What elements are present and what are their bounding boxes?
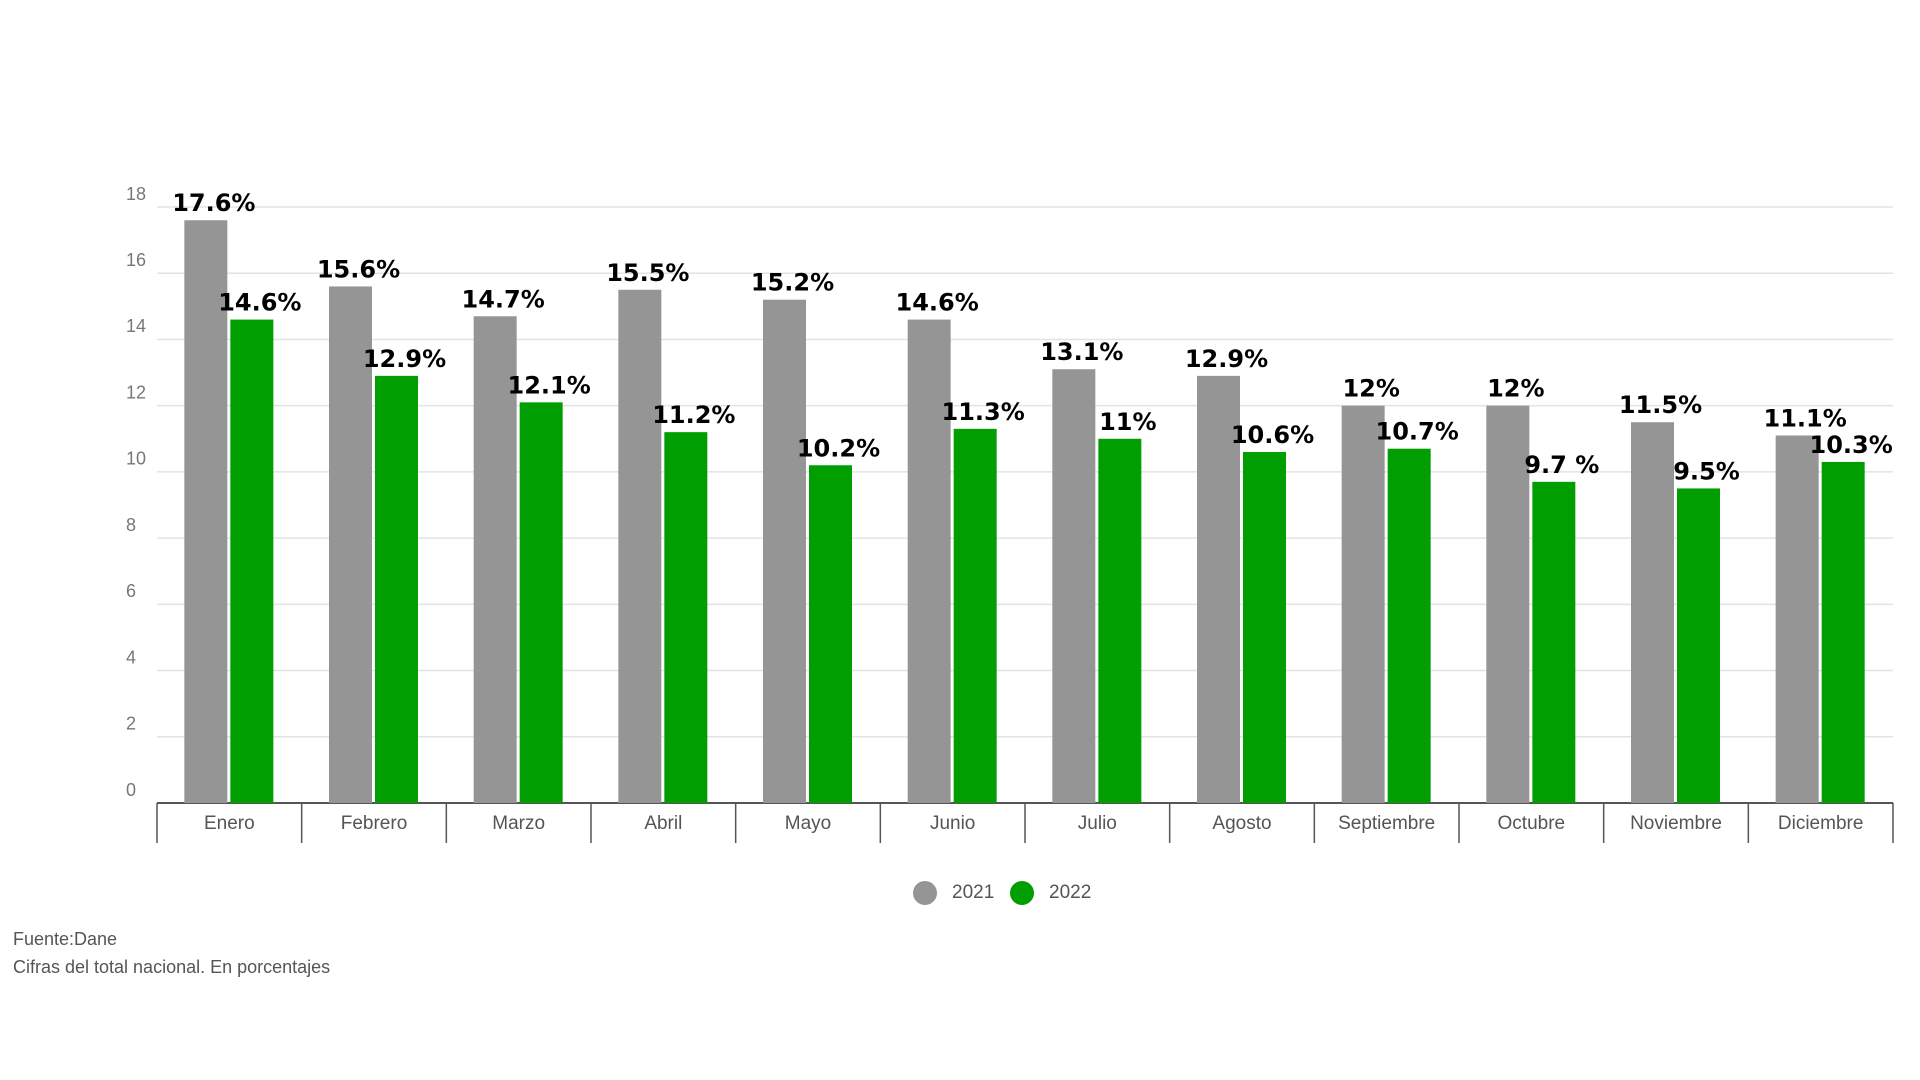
y-tick-label: 18 <box>126 184 146 204</box>
value-label: 13.1% <box>1040 338 1123 366</box>
bar <box>763 299 806 803</box>
value-label: 9.7 % <box>1524 451 1599 479</box>
value-label: 15.2% <box>751 269 834 297</box>
x-tick-label: Julio <box>1078 813 1117 834</box>
legend-marker <box>913 881 937 905</box>
bar <box>1197 375 1240 803</box>
x-tick-label: Agosto <box>1212 813 1271 834</box>
value-label: 11.5% <box>1619 391 1702 419</box>
note: Cifras del total nacional. En porcentaje… <box>13 957 330 977</box>
y-tick-label: 0 <box>126 780 136 800</box>
value-label: 15.5% <box>606 259 689 287</box>
bar <box>664 432 708 803</box>
value-label: 9.5% <box>1673 457 1740 485</box>
y-tick-label: 2 <box>126 714 136 734</box>
source: Fuente:Dane <box>13 929 117 949</box>
x-tick-label: Abril <box>644 813 682 834</box>
bar <box>953 428 997 803</box>
value-label: 14.6% <box>896 289 979 317</box>
x-tick-label: Octubre <box>1498 813 1566 834</box>
value-label: 10.3% <box>1810 431 1893 459</box>
bar <box>1631 422 1674 803</box>
bar <box>1486 405 1530 803</box>
bar <box>1052 369 1096 803</box>
bar <box>375 375 418 803</box>
value-label: 11.3% <box>942 398 1025 426</box>
value-label: 12.9% <box>363 345 446 373</box>
value-label: 11.2% <box>652 401 735 429</box>
value-label: 10.6% <box>1231 421 1314 449</box>
bar <box>1532 481 1576 803</box>
value-label: 12.9% <box>1185 345 1268 373</box>
bar <box>809 465 852 803</box>
x-tick-label: Marzo <box>492 813 545 834</box>
bar <box>618 289 662 803</box>
x-tick-label: Junio <box>930 813 975 834</box>
bar <box>1387 448 1431 803</box>
value-label: 10.7% <box>1376 418 1459 446</box>
bar <box>329 286 372 803</box>
value-label: 10.2% <box>797 434 880 462</box>
value-label: 17.6% <box>172 189 255 217</box>
x-tick-label: Enero <box>204 813 255 834</box>
value-label: 14.6% <box>218 289 301 317</box>
y-tick-label: 16 <box>126 250 146 270</box>
bar <box>1098 438 1142 803</box>
value-label: 12.1% <box>508 371 591 399</box>
y-tick-label: 10 <box>126 449 146 469</box>
bar <box>473 316 517 803</box>
x-tick-label: Mayo <box>785 813 831 834</box>
bar <box>1341 405 1385 803</box>
bar <box>519 402 563 803</box>
y-tick-label: 12 <box>126 382 146 402</box>
x-tick-label: Febrero <box>341 813 408 834</box>
x-tick-label: Septiembre <box>1338 813 1435 834</box>
y-tick-label: 4 <box>126 647 136 667</box>
legend-label: 2021 <box>952 882 994 903</box>
value-label: 12% <box>1342 375 1399 403</box>
bar <box>907 319 951 803</box>
y-tick-label: 8 <box>126 515 136 535</box>
legend-label: 2022 <box>1049 882 1091 903</box>
legend-marker <box>1010 881 1034 905</box>
value-label: 11.1% <box>1764 404 1847 432</box>
bar <box>1243 452 1286 803</box>
value-label: 11% <box>1099 408 1156 436</box>
x-tick-label: Diciembre <box>1778 813 1864 834</box>
y-tick-label: 6 <box>126 581 136 601</box>
bar <box>184 220 228 803</box>
value-label: 15.6% <box>317 255 400 283</box>
x-tick-label: Noviembre <box>1630 813 1722 834</box>
y-tick-label: 14 <box>126 316 146 336</box>
bar <box>1677 488 1720 803</box>
value-label: 12% <box>1487 375 1544 403</box>
bar <box>1775 435 1819 803</box>
value-label: 14.7% <box>462 285 545 313</box>
bar <box>1821 461 1865 803</box>
bar <box>230 319 274 803</box>
